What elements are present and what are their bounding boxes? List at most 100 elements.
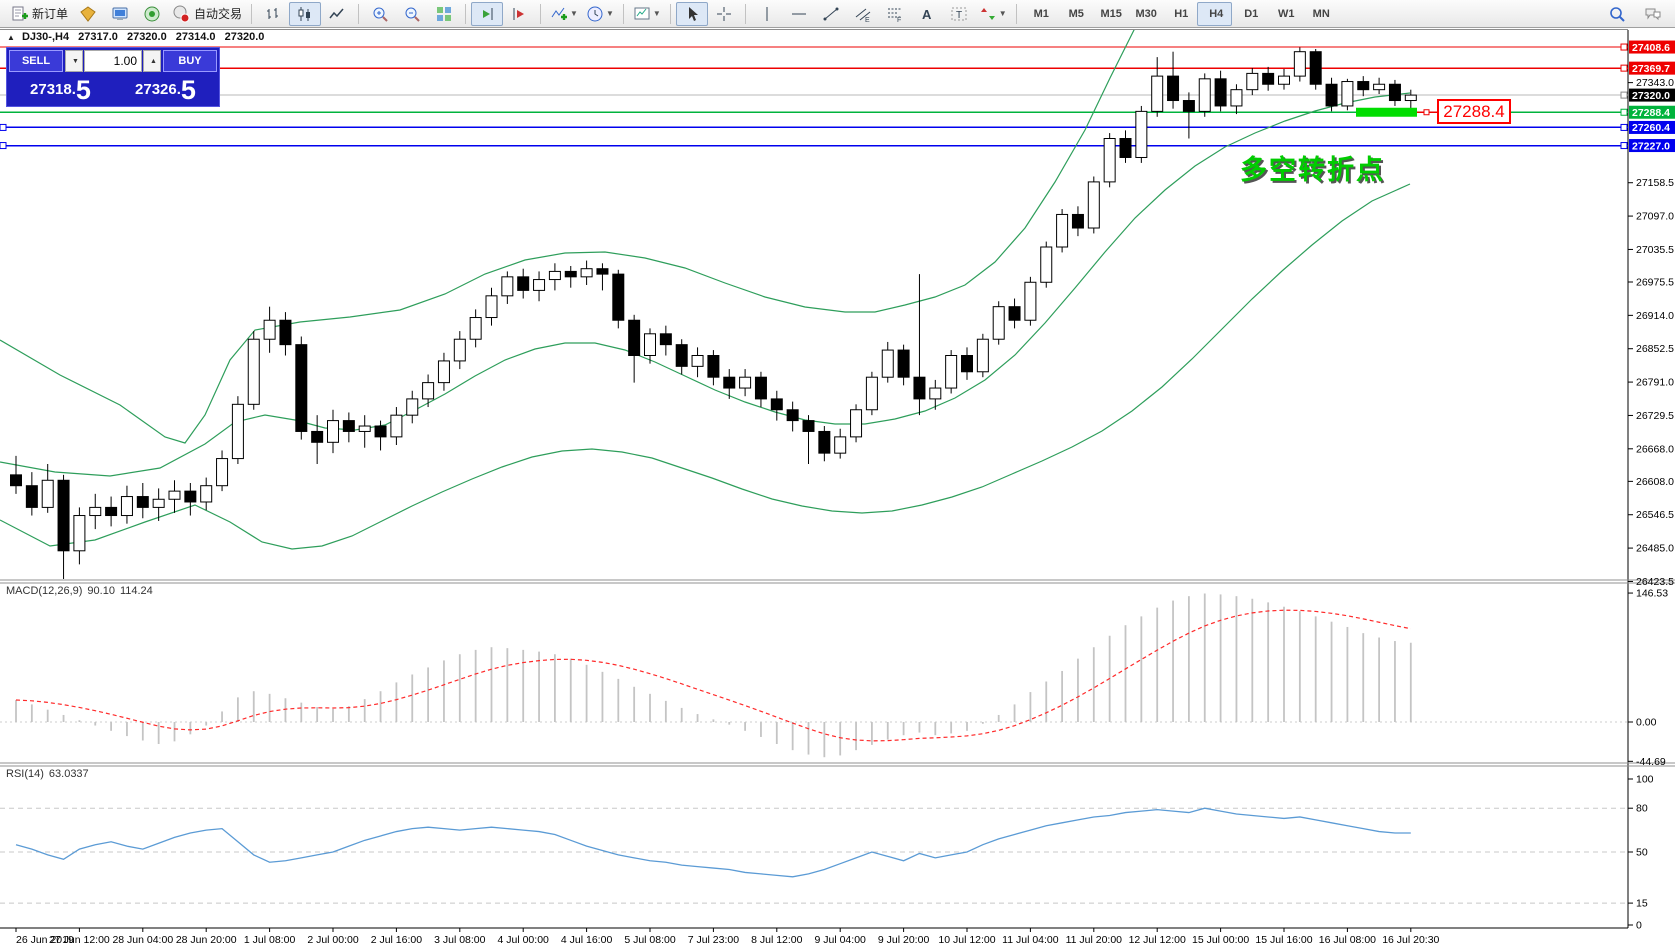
tf-m30-button[interactable]: M30 (1127, 2, 1162, 26)
tf-m1-button[interactable]: M1 (1022, 2, 1057, 26)
chart-shift-button[interactable] (503, 2, 535, 26)
horizontal-line-button[interactable] (783, 2, 815, 26)
svg-text:80: 80 (1636, 803, 1648, 815)
tf-w1-label: W1 (1277, 7, 1295, 20)
chat-button[interactable] (1637, 2, 1669, 26)
svg-text:26729.5: 26729.5 (1636, 410, 1674, 422)
crosshair-button[interactable] (708, 2, 740, 26)
indicators-button[interactable]: ▼ (546, 2, 582, 26)
tf-h1-label: H1 (1174, 7, 1189, 20)
sell-price[interactable]: 27318. 5 (30, 75, 91, 105)
sell-button[interactable]: SELL (9, 50, 63, 72)
price-axis[interactable]: 27343.0 27158.5 27097.0 27035.5 26975.5 26914… (1620, 40, 1675, 932)
svg-text:26546.5: 26546.5 (1636, 509, 1674, 521)
volume-increase-button[interactable]: ▲ (143, 50, 161, 72)
dropdown-arrow-icon[interactable]: ▼ (998, 9, 1007, 18)
zoom-in-button[interactable] (364, 2, 396, 26)
candlestick-icon (296, 5, 314, 23)
turning-point-annotation: 多空转折点 (1240, 155, 1385, 185)
low-value: 27314.0 (175, 31, 216, 43)
tile-windows-button[interactable] (428, 2, 460, 26)
open-value: 27317.0 (78, 31, 118, 43)
svg-text:0.00: 0.00 (1636, 717, 1657, 729)
svg-text:26423.5: 26423.5 (1636, 576, 1674, 588)
toolbar-separator (744, 3, 746, 24)
bar-chart-button[interactable] (257, 2, 289, 26)
fibonacci-button[interactable]: F (879, 2, 911, 26)
toolbar-separator (251, 3, 253, 24)
svg-text:27343.0: 27343.0 (1636, 77, 1674, 89)
svg-text:26975.5: 26975.5 (1636, 276, 1674, 288)
templates-button[interactable]: ▼ (629, 2, 665, 26)
tf-h4-button[interactable]: H4 (1196, 1, 1232, 26)
cursor-button[interactable] (675, 1, 708, 26)
dropdown-arrow-icon[interactable]: ▼ (605, 9, 614, 18)
zoom-out-button[interactable] (396, 2, 428, 26)
vertical-line-icon (758, 5, 776, 23)
autotrading-label: 自动交易 (194, 7, 243, 21)
metaeditor-button[interactable] (72, 2, 104, 26)
new-order-label: 新订单 (32, 7, 69, 21)
text-button[interactable]: A (911, 2, 943, 26)
svg-text:16 Jul 08:00: 16 Jul 08:00 (1319, 934, 1376, 946)
tf-m15-label: M15 (1100, 7, 1122, 20)
svg-text:0: 0 (1636, 920, 1642, 932)
buy-price[interactable]: 27326. 5 (135, 75, 196, 105)
buy-button[interactable]: BUY (163, 50, 217, 72)
svg-text:3 Jul 08:00: 3 Jul 08:00 (434, 934, 486, 946)
search-button[interactable] (1601, 2, 1633, 26)
line-chart-button[interactable] (321, 2, 353, 26)
pivot-price-tag[interactable]: 27288.4 (1437, 99, 1511, 124)
macd-label: MACD(12,26,9) 90.10 114.24 (6, 585, 153, 597)
rsi-label: RSI(14) 63.0337 (6, 768, 89, 780)
new-order-icon (10, 5, 28, 23)
tf-h1-button[interactable]: H1 (1162, 2, 1197, 26)
svg-text:-44.69: -44.69 (1636, 756, 1666, 768)
dropdown-arrow-icon[interactable]: ▼ (652, 9, 661, 18)
arrows-button[interactable]: ▼ (975, 2, 1011, 26)
svg-text:16 Jul 20:30: 16 Jul 20:30 (1382, 934, 1439, 946)
volume-decrease-button[interactable]: ▼ (65, 50, 83, 72)
one-click-trading-panel: SELL ▼ ▲ BUY 27318.5 27326.5 (6, 47, 220, 107)
macd-pane (0, 593, 1628, 758)
signals-icon (143, 5, 161, 23)
autotrading-button[interactable]: 自动交易 (168, 2, 246, 26)
dropdown-arrow-icon[interactable]: ▼ (570, 9, 578, 18)
tf-d1-button[interactable]: D1 (1232, 2, 1267, 26)
svg-text:26 Jun 2019: 26 Jun 2019 (16, 934, 74, 946)
periods-button[interactable]: ▼ (582, 2, 618, 26)
tf-w1-button[interactable]: W1 (1267, 2, 1302, 26)
svg-text:11 Jul 04:00: 11 Jul 04:00 (1002, 934, 1059, 946)
tf-mn-button[interactable]: MN (1302, 2, 1337, 26)
pivot-highlight-bar[interactable] (1356, 107, 1417, 117)
channel-button[interactable]: E (847, 2, 879, 26)
svg-text:2 Jul 00:00: 2 Jul 00:00 (307, 934, 359, 946)
new-order-button[interactable]: 新订单 (6, 2, 72, 26)
tf-m5-button[interactable]: M5 (1057, 2, 1092, 26)
volume-input[interactable] (84, 50, 142, 72)
svg-text:27408.6: 27408.6 (1632, 42, 1670, 54)
crosshair-icon (715, 5, 733, 23)
horizontal-level-lines[interactable] (0, 46, 1628, 150)
svg-text:146.53: 146.53 (1636, 588, 1668, 600)
chart-shift-icon (510, 5, 528, 23)
vertical-line-button[interactable] (751, 2, 783, 26)
trendline-button[interactable] (815, 2, 847, 26)
tf-h4-label: H4 (1209, 7, 1224, 20)
svg-text:26485.0: 26485.0 (1636, 543, 1674, 555)
text-label-button[interactable]: T (943, 2, 975, 26)
tf-mn-label: MN (1312, 7, 1330, 20)
cursor-icon (683, 5, 701, 23)
svg-text:100: 100 (1636, 774, 1654, 786)
svg-text:T: T (956, 10, 962, 21)
tf-m30-label: M30 (1135, 7, 1157, 20)
auto-scroll-button[interactable] (471, 1, 504, 26)
signals-button[interactable] (136, 2, 168, 26)
tf-m15-button[interactable]: M15 (1092, 2, 1127, 26)
candlestick-button[interactable] (289, 1, 322, 26)
collapse-panel-icon[interactable]: ▲ (7, 33, 15, 42)
market-watch-button[interactable] (104, 2, 136, 26)
tile-windows-icon (435, 5, 453, 23)
